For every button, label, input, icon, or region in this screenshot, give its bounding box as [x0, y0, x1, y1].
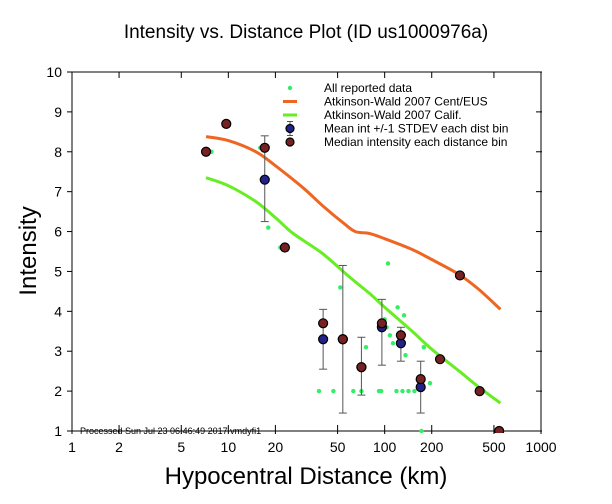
legend-dot-icon [287, 85, 293, 91]
median-point [356, 362, 367, 373]
all-data-points [209, 145, 486, 433]
median-point [415, 374, 426, 385]
reported-data-point [394, 388, 399, 394]
x-axis-ticks: 1 2 5 10 20 50 100 200 500 1000 [68, 72, 557, 455]
x-axis-label: Hypocentral Distance (km) [165, 463, 448, 490]
x-tick-label: 500 [482, 439, 506, 455]
error-bars [260, 135, 425, 414]
median-points [200, 118, 505, 433]
y-tick-label: 7 [54, 184, 62, 200]
y-tick-label: 8 [54, 144, 62, 160]
reported-data-point [331, 388, 336, 394]
legend-mean-icon [285, 123, 295, 134]
legend-label: All reported data [324, 81, 412, 95]
y-axis-label: Intensity [15, 206, 42, 295]
mean-point [259, 174, 270, 185]
median-point [395, 330, 406, 341]
median-point [434, 354, 446, 365]
x-tick-label: 20 [268, 439, 284, 455]
model-curves [205, 135, 502, 405]
median-point [454, 270, 466, 281]
y-tick-label: 5 [54, 263, 62, 279]
reported-data-point [419, 428, 424, 433]
mean-point [318, 334, 329, 345]
legend-label: Atkinson-Wald 2007 Calif. [324, 108, 462, 122]
median-point [279, 242, 290, 253]
plot-frame [71, 71, 542, 432]
x-tick-label: 100 [373, 439, 397, 455]
x-tick-label: 1000 [525, 439, 556, 455]
reported-data-point [427, 380, 433, 386]
legend-label: Mean int +/-1 STDEV each dist bin [324, 122, 508, 136]
reported-data-point [351, 388, 356, 394]
median-point [200, 146, 212, 157]
median-point [221, 118, 232, 129]
reported-data-point [390, 341, 396, 346]
x-tick-label: 50 [330, 439, 346, 455]
reported-data-point [403, 353, 408, 358]
x-tick-label: 5 [177, 439, 185, 455]
y-tick-label: 3 [54, 343, 62, 359]
reported-data-point [406, 388, 411, 394]
y-tick-label: 10 [46, 64, 62, 80]
median-point [474, 386, 485, 397]
reported-data-point [412, 388, 417, 394]
reported-data-point [385, 261, 391, 266]
reported-data-point [395, 305, 400, 310]
reported-data-point [387, 333, 393, 338]
y-tick-label: 2 [54, 383, 62, 399]
median-point [318, 318, 329, 329]
reported-data-point [316, 388, 322, 394]
median-point [376, 318, 387, 329]
cent-eus-curve [205, 135, 502, 311]
y-axis-ticks: 1 2 3 4 5 6 7 8 9 10 [46, 64, 542, 439]
reported-data-point [421, 345, 427, 350]
y-tick-label: 1 [54, 423, 62, 439]
median-point [494, 425, 505, 433]
y-tick-label: 6 [54, 224, 62, 240]
reported-data-point [338, 285, 343, 290]
x-tick-label: 1 [68, 439, 76, 455]
y-tick-label: 4 [54, 303, 62, 319]
processed-annotation: Processed Sun Jul 23 06:46:49 2017 vmdyf… [80, 426, 261, 436]
reported-data-point [401, 313, 407, 318]
legend-median-icon [285, 137, 295, 147]
legend-label: Median intensity each distance bin [324, 135, 507, 149]
reported-data-point [400, 388, 405, 394]
x-tick-label: 200 [420, 439, 444, 455]
reported-data-point [363, 345, 369, 350]
median-point [337, 334, 348, 345]
calif-curve [205, 176, 502, 405]
y-tick-label: 9 [54, 104, 62, 120]
median-point [259, 142, 270, 153]
reported-data-point [378, 388, 384, 394]
legend-label: Atkinson-Wald 2007 Cent/EUS [324, 95, 488, 109]
reported-data-point [266, 225, 271, 230]
x-tick-label: 10 [221, 439, 237, 455]
x-tick-label: 2 [115, 439, 123, 455]
chart-title: Intensity vs. Distance Plot (ID us100097… [124, 22, 488, 43]
